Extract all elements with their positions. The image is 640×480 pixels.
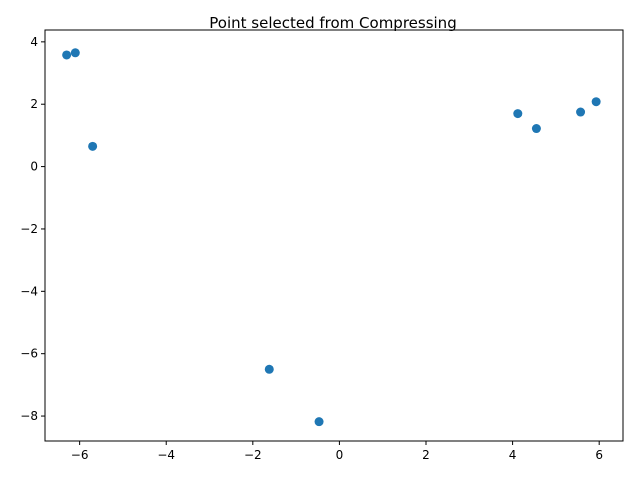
scatter-point-8 xyxy=(591,97,601,107)
x-tick-label: 4 xyxy=(509,448,517,462)
scatter-point-1 xyxy=(70,48,80,58)
scatter-point-6 xyxy=(531,124,541,134)
x-tick-label: 6 xyxy=(595,448,603,462)
y-tick-label: −2 xyxy=(20,222,38,236)
points-layer xyxy=(62,48,601,427)
x-tick-label: −4 xyxy=(157,448,175,462)
y-tick-label: −4 xyxy=(20,284,38,298)
scatter-point-5 xyxy=(513,109,523,119)
scatter-point-4 xyxy=(314,417,324,427)
y-tick-label: 0 xyxy=(30,160,38,174)
y-tick-label: 2 xyxy=(30,97,38,111)
y-tick-label: 4 xyxy=(30,35,38,49)
x-tick-label: 2 xyxy=(422,448,430,462)
plot-frame xyxy=(44,29,624,442)
x-tick-label: −6 xyxy=(71,448,89,462)
scatter-point-7 xyxy=(576,107,586,117)
y-tick-label: −8 xyxy=(20,409,38,423)
y-tick-label: −6 xyxy=(20,347,38,361)
chart-title: Point selected from Compressing xyxy=(209,14,456,32)
y-axis: 4 2 0 −2 −4 −6 −8 xyxy=(20,35,45,423)
x-tick-label: −2 xyxy=(244,448,262,462)
x-tick-label: 0 xyxy=(336,448,344,462)
x-axis: −6 −4 −2 0 2 4 6 xyxy=(71,441,603,462)
scatter-point-0 xyxy=(62,50,72,60)
scatter-point-3 xyxy=(264,364,274,374)
scatter-point-2 xyxy=(88,141,98,151)
